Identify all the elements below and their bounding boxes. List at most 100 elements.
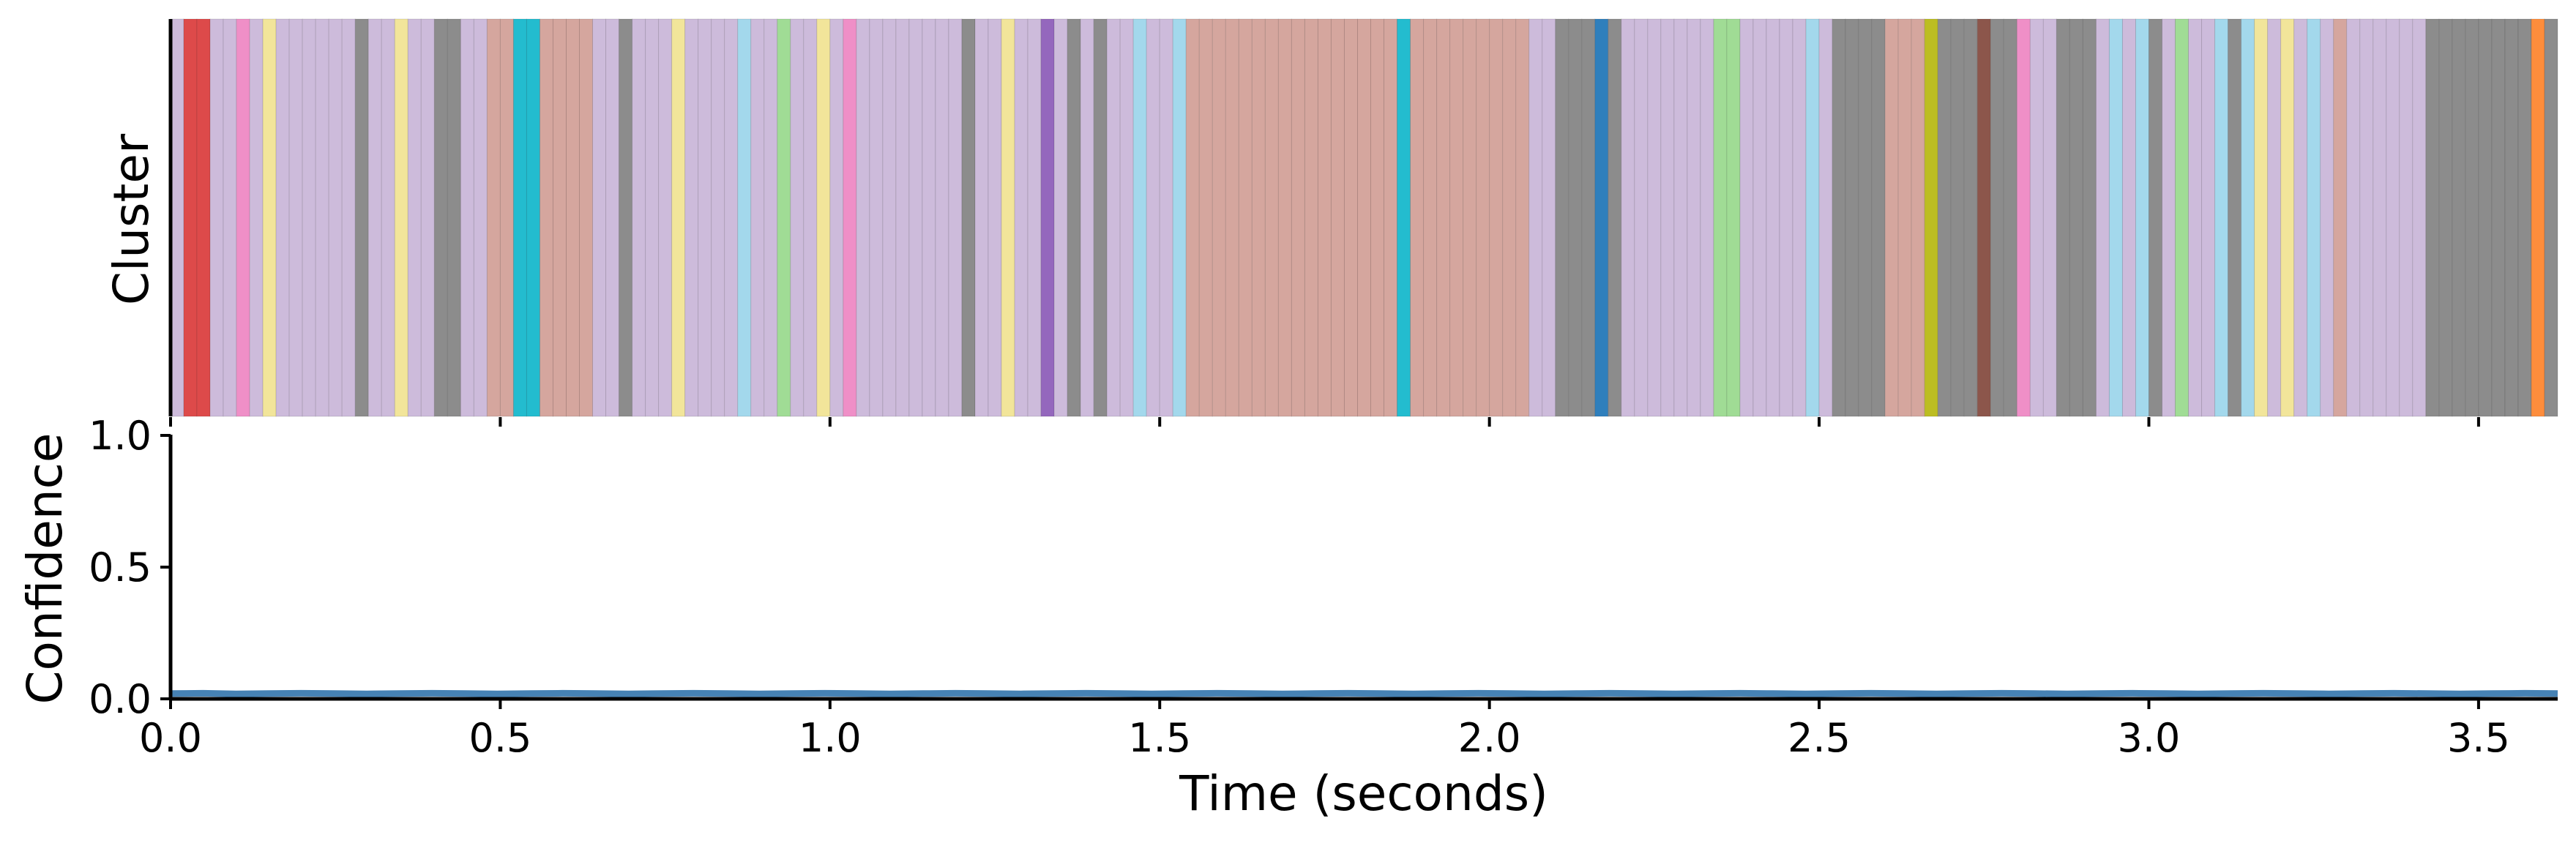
cluster-segment (552, 18, 567, 417)
cluster-segment (526, 18, 540, 417)
cluster-segment (1185, 18, 1200, 417)
cluster-segment (2241, 18, 2255, 417)
cluster-segment (1159, 18, 1173, 417)
cluster-segment (908, 18, 923, 417)
cluster-segment (2267, 18, 2282, 417)
cluster-segment (1489, 18, 1504, 417)
cluster-segment (1146, 18, 1160, 417)
cluster-segment (711, 18, 725, 417)
x-tick-label: 2.5 (1788, 715, 1851, 761)
cluster-segment (341, 18, 356, 417)
cluster-segment (1832, 18, 1846, 417)
cluster-segment (961, 18, 976, 417)
cluster-segment (750, 18, 765, 417)
cluster-segment (1370, 18, 1385, 417)
cluster-segment (209, 18, 224, 417)
cluster-segment (1897, 18, 1912, 417)
cluster-segment (1871, 18, 1886, 417)
cluster-segment (856, 18, 870, 417)
confidence-y-axis-title: Confidence (17, 432, 73, 704)
cluster-segment (2162, 18, 2176, 417)
cluster-segment (2175, 18, 2189, 417)
cluster-segment (2386, 18, 2400, 417)
cluster-segment (1027, 18, 1042, 417)
cluster-segment (684, 18, 699, 417)
cluster-segment (1001, 18, 1015, 417)
cluster-segment (2346, 18, 2361, 417)
cluster-segment (1963, 18, 1978, 417)
cluster-segment (829, 18, 844, 417)
cluster-segment (2504, 18, 2519, 417)
cluster-segment (724, 18, 739, 417)
cluster-segment (1067, 18, 1081, 417)
cluster-segment (1568, 18, 1583, 417)
cluster-axis: Cluster (103, 19, 173, 416)
cluster-segment (170, 18, 184, 417)
cluster-segment (1238, 18, 1252, 417)
cluster-segment (2135, 18, 2149, 417)
x-tick-label: 1.5 (1128, 715, 1191, 761)
cluster-segment (579, 18, 594, 417)
cluster-segment (1304, 18, 1318, 417)
cluster-segment (895, 18, 910, 417)
cluster-segment (1277, 18, 1292, 417)
cluster-segment (1528, 18, 1543, 417)
cluster-segment (619, 18, 633, 417)
cluster-segment (1423, 18, 1438, 417)
cluster-segment (974, 18, 989, 417)
cluster-segment (1608, 18, 1622, 417)
cluster-segment (1040, 18, 1055, 417)
cluster-segment (539, 18, 553, 417)
cluster-segment (2121, 18, 2136, 417)
cluster-segment (1317, 18, 1332, 417)
cluster-segment (1397, 18, 1411, 417)
cluster-segment (262, 18, 277, 417)
cluster-segment (2517, 18, 2532, 417)
cluster-segment (2016, 18, 2031, 417)
cluster-segment (737, 18, 752, 417)
cluster-segment (1660, 18, 1675, 417)
cluster-segment (2333, 18, 2348, 417)
cluster-segment (1726, 18, 1741, 417)
cluster-segment (302, 18, 316, 417)
cluster-y-axis-title: Cluster (103, 133, 160, 305)
cluster-segment (2254, 18, 2269, 417)
x-axis-title: Time (seconds) (1179, 765, 1548, 822)
cluster-segment (1198, 18, 1213, 417)
cluster-segment (2425, 18, 2440, 417)
cluster-segment (2042, 18, 2057, 417)
cluster-segment (2029, 18, 2044, 417)
cluster-segment (1884, 18, 1899, 417)
confidence-series-line (170, 689, 2558, 697)
cluster-segment (2148, 18, 2163, 417)
cluster-segment (394, 18, 408, 417)
cluster-segment (869, 18, 884, 417)
cluster-segment (777, 18, 791, 417)
cluster-segment (2438, 18, 2453, 417)
cluster-segment (473, 18, 488, 417)
cluster-segment (2491, 18, 2506, 417)
cluster-segment (1647, 18, 1662, 417)
y-tick-label: 0.0 (89, 676, 152, 722)
cluster-segment (1132, 18, 1147, 417)
cluster-segment (381, 18, 395, 417)
cluster-segment (2069, 18, 2083, 417)
cluster-segment (196, 18, 211, 417)
cluster-segment (315, 18, 329, 417)
cluster-segment (1766, 18, 1780, 417)
cluster-segment (2293, 18, 2308, 417)
cluster-segment (2201, 18, 2216, 417)
cluster-segment (1330, 18, 1345, 417)
cluster-segment (1080, 18, 1094, 417)
cluster-segment (2056, 18, 2070, 417)
cluster-segment (1225, 18, 1239, 417)
cluster-segment (843, 18, 857, 417)
cluster-segment (1555, 18, 1569, 417)
cluster-segment (1779, 18, 1793, 417)
cluster-segment (1212, 18, 1226, 417)
cluster-segment (2095, 18, 2110, 417)
cluster-segment (2228, 18, 2242, 417)
cluster-segment (1053, 18, 1068, 417)
cluster-segment (486, 18, 501, 417)
confidence-axes: 0.0 0.5 1.0 1.5 2.0 2.5 3.0 3.5 0.0 0.5 1.0 Confi… (17, 413, 2558, 822)
